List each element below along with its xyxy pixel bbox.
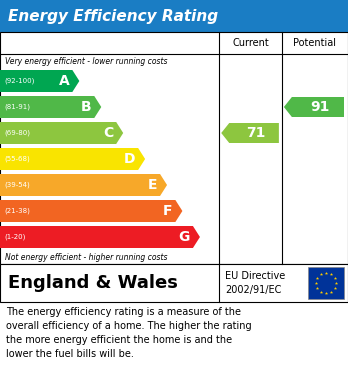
Polygon shape xyxy=(0,148,145,170)
Text: (55-68): (55-68) xyxy=(4,156,30,162)
Text: (1-20): (1-20) xyxy=(4,234,25,240)
Bar xyxy=(0,32,348,264)
Polygon shape xyxy=(0,226,200,248)
Polygon shape xyxy=(0,174,167,196)
Text: D: D xyxy=(124,152,135,166)
Polygon shape xyxy=(0,200,182,222)
Text: (69-80): (69-80) xyxy=(4,130,30,136)
Bar xyxy=(0,264,348,302)
Text: (81-91): (81-91) xyxy=(4,104,30,110)
Polygon shape xyxy=(284,97,344,117)
Text: G: G xyxy=(179,230,190,244)
Bar xyxy=(0,0,348,32)
Text: (92-100): (92-100) xyxy=(4,78,34,84)
Text: 91: 91 xyxy=(310,100,330,114)
Text: (21-38): (21-38) xyxy=(4,208,30,214)
Text: The energy efficiency rating is a measure of the
overall efficiency of a home. T: The energy efficiency rating is a measur… xyxy=(6,307,252,359)
Text: F: F xyxy=(163,204,172,218)
Text: Potential: Potential xyxy=(293,38,337,48)
Text: A: A xyxy=(58,74,69,88)
Polygon shape xyxy=(0,122,123,144)
Text: E: E xyxy=(148,178,157,192)
Text: (39-54): (39-54) xyxy=(4,182,30,188)
Text: EU Directive
2002/91/EC: EU Directive 2002/91/EC xyxy=(225,271,285,294)
Bar xyxy=(308,267,344,299)
Polygon shape xyxy=(0,70,79,92)
Text: B: B xyxy=(81,100,91,114)
Text: Very energy efficient - lower running costs: Very energy efficient - lower running co… xyxy=(5,57,167,66)
Text: England & Wales: England & Wales xyxy=(8,274,178,292)
Polygon shape xyxy=(221,123,279,143)
Text: Energy Efficiency Rating: Energy Efficiency Rating xyxy=(8,9,218,23)
Polygon shape xyxy=(0,96,101,118)
Text: Current: Current xyxy=(232,38,269,48)
Text: C: C xyxy=(103,126,113,140)
Text: 71: 71 xyxy=(246,126,265,140)
Text: Not energy efficient - higher running costs: Not energy efficient - higher running co… xyxy=(5,253,167,262)
